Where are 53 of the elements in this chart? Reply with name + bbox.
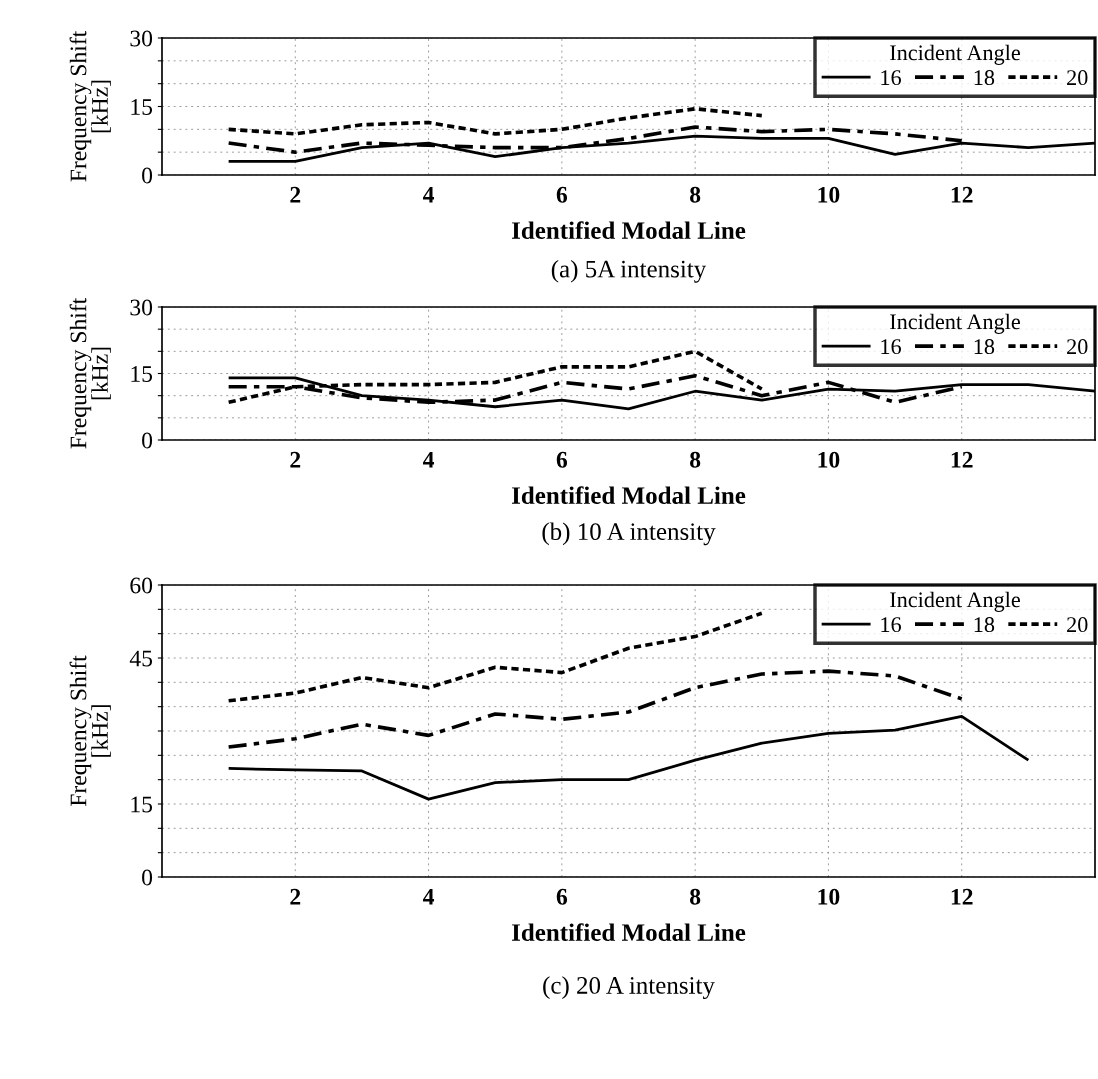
legend-label: 18 — [974, 70, 995, 86]
x-axis-title: Identified Modal Line — [511, 221, 746, 240]
legend-label: 18 — [974, 339, 995, 355]
y-tick-label: 30 — [130, 299, 153, 316]
x-tick-label: 2 — [290, 451, 301, 468]
legend-label: 16 — [881, 339, 901, 355]
x-tick-label: 10 — [818, 888, 840, 905]
x-tick-label: 8 — [690, 888, 701, 905]
y-tick-label: 15 — [131, 99, 153, 115]
x-tick-label: 4 — [422, 186, 435, 203]
line-series — [226, 669, 964, 749]
legend-label: 16 — [881, 617, 901, 633]
x-tick-label: 10 — [818, 186, 840, 203]
line-series — [227, 715, 1030, 801]
x-tick-label: 6 — [556, 186, 568, 203]
x-tick-label: 12 — [951, 186, 973, 203]
x-tick-label: 12 — [951, 888, 973, 905]
text: (b) 10 A intensity — [542, 522, 716, 546]
x-axis-title: Identified Modal Line — [511, 486, 746, 505]
x-tick-label: 6 — [556, 888, 568, 905]
y-axis-title: Frequency Shift [kHz] — [69, 655, 111, 807]
y-tick-label: 0 — [142, 167, 153, 184]
y-axis-title: Frequency Shift [kHz] — [69, 297, 111, 449]
line-series — [226, 611, 764, 703]
legend-title: Incident Angle — [890, 591, 1020, 612]
y-tick-label: 60 — [130, 577, 153, 594]
x-tick-label: 8 — [690, 451, 701, 468]
legend-label: 20 — [1067, 339, 1088, 355]
x-tick-label: 8 — [690, 186, 701, 203]
text: (c) 20 A intensity — [543, 976, 715, 1000]
legend-label: 18 — [974, 617, 995, 633]
x-tick-label: 12 — [951, 451, 973, 468]
x-tick-label: 2 — [290, 888, 301, 905]
y-tick-label: 0 — [142, 869, 153, 886]
legend-title: Incident Angle — [890, 44, 1020, 65]
x-tick-label: 2 — [290, 186, 301, 203]
x-axis-title: Identified Modal Line — [511, 923, 746, 942]
x-tick-label: 4 — [422, 451, 435, 468]
legend-label: 20 — [1067, 617, 1088, 633]
legend-label: 20 — [1067, 70, 1088, 86]
y-axis-title: Frequency Shift [kHz] — [69, 30, 111, 182]
x-tick-label: 4 — [422, 888, 435, 905]
text: (a) 5A intensity — [551, 259, 707, 283]
line-series — [226, 106, 764, 136]
y-tick-label: 15 — [131, 366, 153, 382]
x-tick-label: 6 — [556, 451, 568, 468]
legend-label: 16 — [881, 70, 901, 86]
legend-title: Incident Angle — [890, 313, 1020, 334]
y-tick-label: 45 — [129, 650, 153, 667]
y-tick-label: 15 — [131, 796, 153, 813]
x-tick-label: 10 — [818, 451, 840, 468]
y-tick-label: 0 — [142, 432, 153, 449]
y-tick-label: 30 — [130, 30, 153, 47]
